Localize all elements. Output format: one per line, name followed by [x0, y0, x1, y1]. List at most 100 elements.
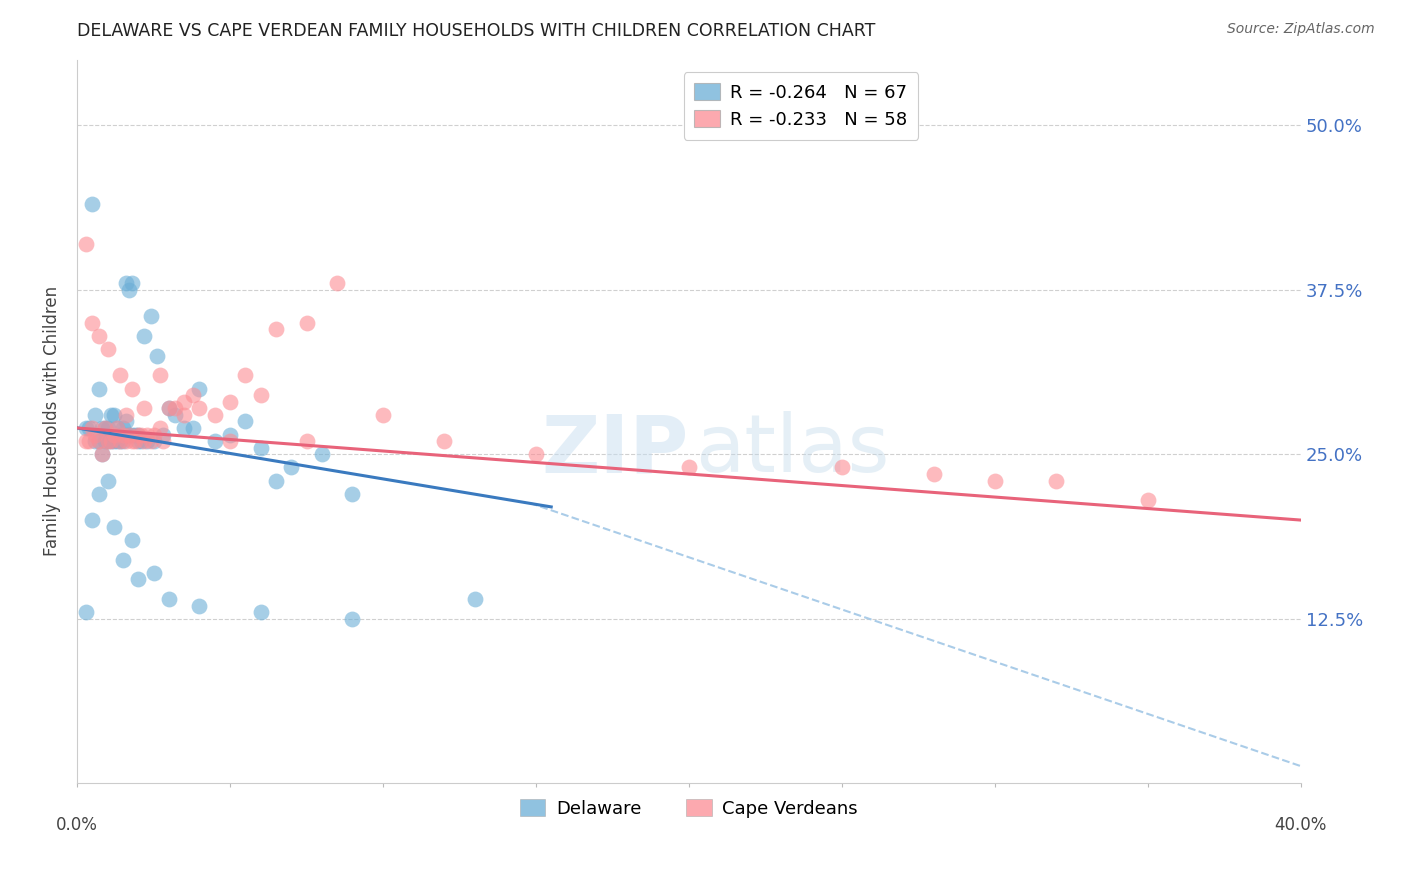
Point	[326, 277, 349, 291]
Point	[100, 434, 122, 449]
Text: 40.0%: 40.0%	[1274, 816, 1327, 834]
Legend: Delaware, Cape Verdeans: Delaware, Cape Verdeans	[512, 791, 865, 825]
Point	[134, 401, 156, 416]
Point	[75, 434, 97, 449]
Point	[188, 401, 211, 416]
Point	[108, 368, 131, 383]
Point	[163, 401, 186, 416]
Point	[163, 408, 186, 422]
Point	[108, 434, 131, 449]
Point	[121, 533, 143, 547]
Point	[111, 427, 134, 442]
Point	[183, 388, 205, 402]
Point	[127, 434, 149, 449]
Point	[142, 566, 165, 580]
Point	[103, 408, 125, 422]
Point	[111, 421, 134, 435]
Point	[249, 388, 271, 402]
Point	[183, 421, 205, 435]
Point	[90, 447, 112, 461]
Point	[188, 382, 211, 396]
Point	[219, 434, 242, 449]
Point	[280, 460, 302, 475]
Point	[219, 427, 242, 442]
Point	[157, 401, 180, 416]
Point	[142, 434, 165, 449]
Point	[115, 427, 138, 442]
Point	[90, 421, 112, 435]
Text: ZIP: ZIP	[541, 411, 689, 490]
Point	[136, 427, 159, 442]
Point	[1045, 474, 1067, 488]
Point	[103, 434, 125, 449]
Point	[173, 421, 195, 435]
Point	[84, 408, 107, 422]
Point	[84, 434, 107, 449]
Point	[75, 605, 97, 619]
Point	[139, 434, 162, 449]
Point	[115, 408, 138, 422]
Point	[295, 434, 318, 449]
Point	[87, 487, 110, 501]
Point	[342, 487, 364, 501]
Point	[124, 427, 146, 442]
Point	[342, 612, 364, 626]
Point	[984, 474, 1007, 488]
Point	[131, 434, 153, 449]
Point	[82, 316, 104, 330]
Point	[79, 434, 101, 449]
Point	[97, 474, 120, 488]
Point	[371, 408, 394, 422]
Point	[157, 592, 180, 607]
Y-axis label: Family Households with Children: Family Households with Children	[44, 286, 60, 557]
Point	[142, 427, 165, 442]
Point	[311, 447, 333, 461]
Point	[111, 552, 134, 566]
Point	[118, 427, 141, 442]
Point	[118, 283, 141, 297]
Point	[90, 447, 112, 461]
Point	[121, 382, 143, 396]
Point	[124, 434, 146, 449]
Point	[295, 316, 318, 330]
Point	[121, 434, 143, 449]
Point	[173, 408, 195, 422]
Point	[75, 236, 97, 251]
Point	[264, 474, 287, 488]
Point	[79, 421, 101, 435]
Point	[219, 394, 242, 409]
Point	[97, 434, 120, 449]
Point	[233, 414, 256, 428]
Point	[922, 467, 945, 481]
Point	[121, 427, 143, 442]
Point	[82, 513, 104, 527]
Point	[121, 277, 143, 291]
Point	[87, 434, 110, 449]
Point	[115, 277, 138, 291]
Point	[678, 460, 700, 475]
Point	[149, 368, 172, 383]
Point	[127, 427, 149, 442]
Point	[1136, 493, 1159, 508]
Point	[93, 421, 115, 435]
Point	[464, 592, 486, 607]
Point	[97, 342, 120, 356]
Point	[524, 447, 547, 461]
Point	[134, 329, 156, 343]
Point	[87, 382, 110, 396]
Point	[233, 368, 256, 383]
Point	[82, 197, 104, 211]
Point	[249, 605, 271, 619]
Point	[82, 421, 104, 435]
Point	[204, 434, 226, 449]
Text: 0.0%: 0.0%	[56, 816, 98, 834]
Point	[103, 519, 125, 533]
Point	[108, 434, 131, 449]
Point	[127, 427, 149, 442]
Point	[75, 421, 97, 435]
Text: DELAWARE VS CAPE VERDEAN FAMILY HOUSEHOLDS WITH CHILDREN CORRELATION CHART: DELAWARE VS CAPE VERDEAN FAMILY HOUSEHOL…	[77, 22, 876, 40]
Point	[84, 427, 107, 442]
Point	[145, 349, 167, 363]
Point	[93, 434, 115, 449]
Point	[152, 427, 174, 442]
